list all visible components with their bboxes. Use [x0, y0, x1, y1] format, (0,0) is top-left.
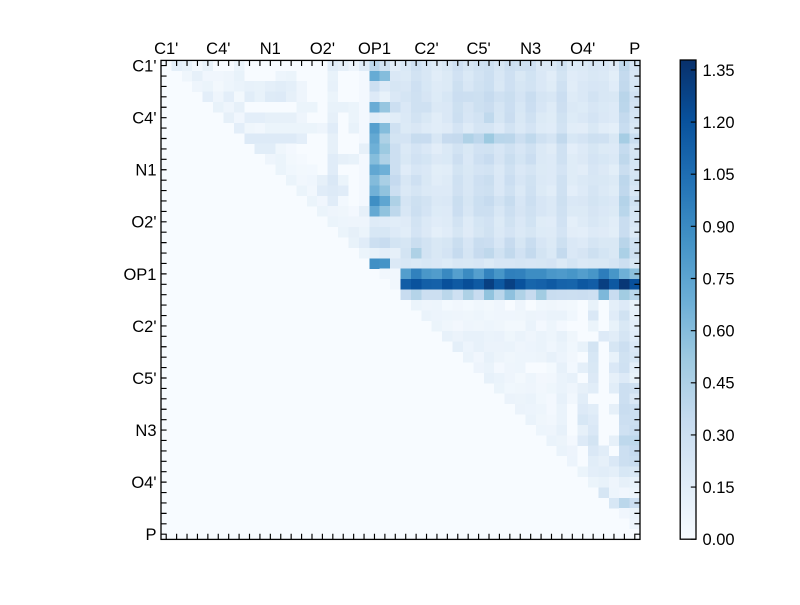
svg-text:C4': C4': [132, 110, 156, 128]
svg-text:C1': C1': [132, 58, 156, 76]
svg-text:0.00: 0.00: [703, 531, 735, 549]
svg-text:O4': O4': [570, 40, 595, 58]
svg-text:C2': C2': [132, 318, 156, 336]
svg-text:N1: N1: [135, 162, 156, 180]
svg-text:OP1: OP1: [123, 266, 156, 284]
svg-text:0.75: 0.75: [703, 270, 735, 288]
svg-text:0.45: 0.45: [703, 375, 735, 393]
svg-text:O4': O4': [131, 474, 156, 492]
svg-text:C5': C5': [132, 370, 156, 388]
svg-text:1.35: 1.35: [703, 62, 735, 80]
svg-text:O2': O2': [131, 214, 156, 232]
svg-text:0.30: 0.30: [703, 427, 735, 445]
svg-text:N1: N1: [260, 40, 281, 58]
svg-text:C2': C2': [414, 40, 438, 58]
svg-text:1.20: 1.20: [703, 114, 735, 132]
svg-text:0.60: 0.60: [703, 323, 735, 341]
svg-text:N3: N3: [135, 422, 156, 440]
svg-text:0.15: 0.15: [703, 479, 735, 497]
svg-text:C4': C4': [206, 40, 230, 58]
svg-text:C5': C5': [466, 40, 490, 58]
svg-text:C1': C1': [154, 40, 178, 58]
svg-text:0.90: 0.90: [703, 218, 735, 236]
svg-text:1.05: 1.05: [703, 166, 735, 184]
svg-text:OP1: OP1: [358, 40, 391, 58]
svg-text:P: P: [629, 40, 640, 58]
svg-text:N3: N3: [520, 40, 541, 58]
svg-text:P: P: [145, 526, 156, 544]
svg-text:O2': O2': [310, 40, 335, 58]
